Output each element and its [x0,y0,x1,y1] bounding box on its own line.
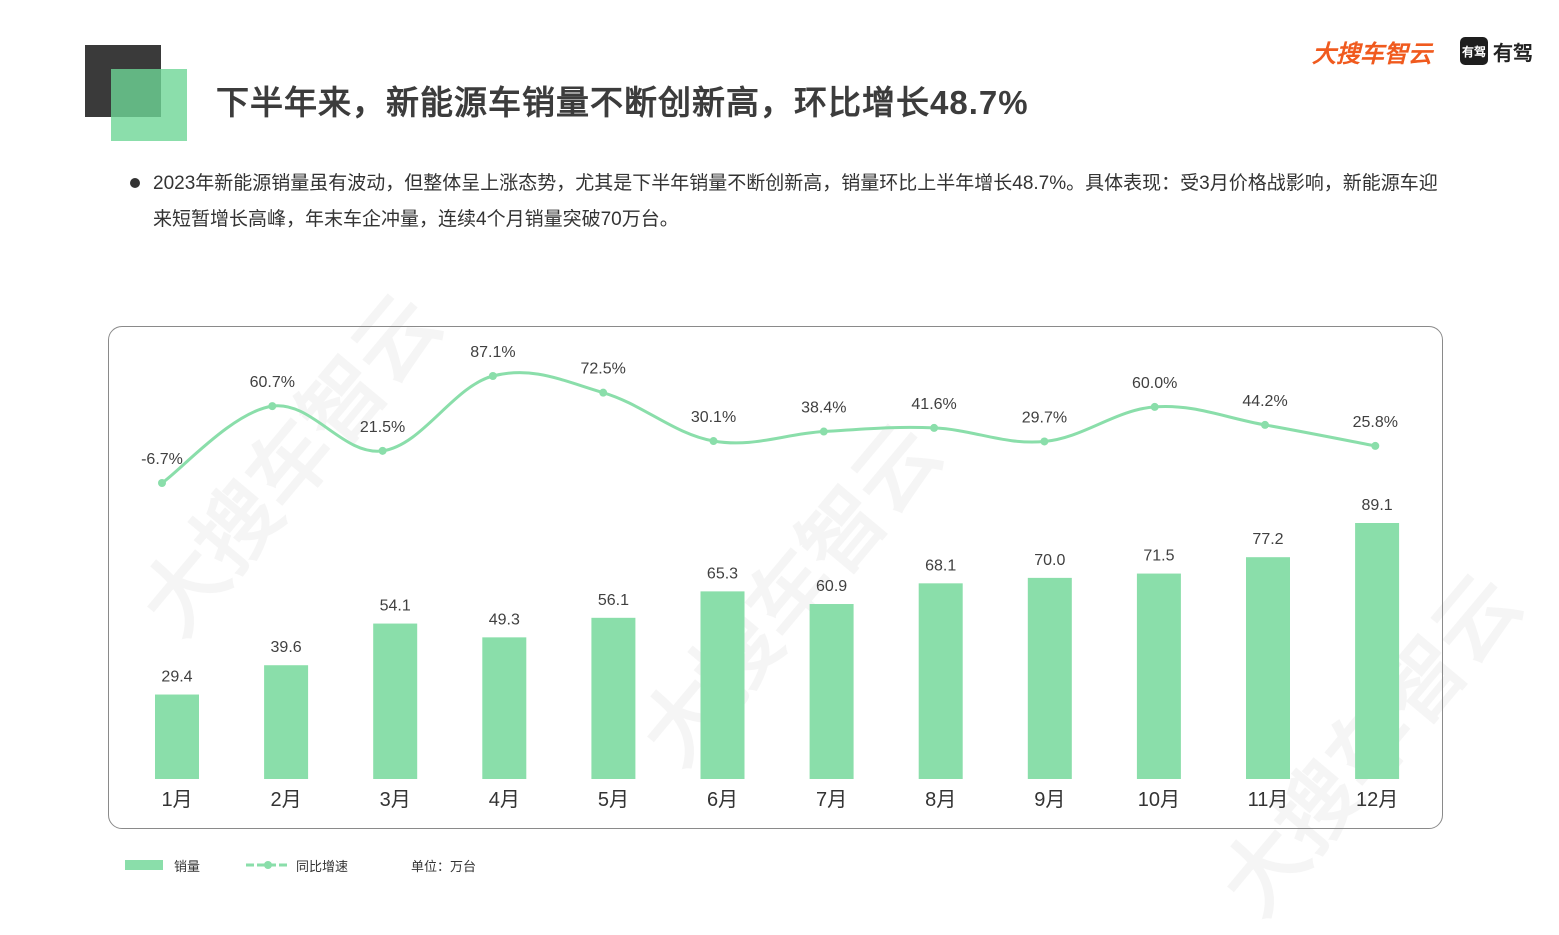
legend-bar-swatch [125,860,163,870]
x-axis-tick-label: 4月 [489,789,520,811]
growth-rate-label: 25.8% [1353,414,1398,431]
sales-bar [1027,577,1072,779]
growth-rate-label: 60.0% [1132,375,1177,392]
x-axis-tick-label: 12月 [1356,789,1398,811]
growth-rate-point [709,437,718,446]
growth-rate-point [268,402,277,411]
x-axis-tick-label: 2月 [271,789,302,811]
chart-frame [108,326,1443,829]
sales-bar [1355,523,1400,779]
sales-bar [373,623,418,779]
growth-rate-point [158,479,166,487]
sales-bar-label: 65.3 [707,565,738,582]
growth-rate-point [599,388,608,397]
sales-bar-label: 49.3 [489,611,520,628]
legend-item-growth: 同比增速 [246,856,348,874]
growth-rate-point [1040,437,1049,446]
page-title: 下半年来，新能源车销量不断创新高，环比增长48.7% [216,84,1029,121]
x-axis-tick-label: 5月 [598,789,629,811]
sales-bar-label: 39.6 [271,639,302,656]
growth-rate-point [1261,420,1269,429]
sales-bar-label: 71.5 [1143,548,1174,565]
x-axis-tick-label: 11月 [1248,789,1289,811]
sales-bar [700,591,745,779]
sales-bar [1136,573,1181,779]
sales-bar [809,604,854,779]
growth-rate-label: 29.7% [1022,409,1067,426]
x-axis-tick-label: 9月 [1034,789,1065,811]
sales-bar-label: 89.1 [1362,497,1393,514]
brand-logo-secondary-icon: 有驾 [1460,37,1488,65]
sales-bar-label: 56.1 [598,592,629,609]
x-axis-tick-label: 8月 [925,789,956,811]
growth-rate-point [819,427,828,436]
x-axis-tick-label: 7月 [816,789,847,811]
x-axis-tick-label: 3月 [380,789,411,811]
title-decoration-green-square [111,69,187,141]
sales-bar [155,694,199,779]
growth-rate-label: 60.7% [250,374,295,391]
legend-item-sales: 销量 [125,856,200,874]
unit-note: 单位：万台 [411,859,477,874]
growth-rate-point [1150,402,1159,411]
growth-rate-label: 41.6% [911,396,956,413]
growth-rate-label: 21.5% [360,419,405,436]
growth-rate-point [488,372,497,380]
sales-bar [264,665,309,779]
growth-rate-label: 38.4% [801,400,846,417]
legend-label-sales: 销量 [174,858,201,874]
sales-growth-chart: 29.4 1月 39.6 2月 54.1 3月 49.3 4月 56.1 5月 65.3 6月 60.9… [141,344,1400,811]
sales-bar [1246,557,1290,779]
sales-bar [591,617,636,779]
brand-logo-secondary-text: 有驾 [1493,42,1533,65]
growth-rate-point [378,446,387,455]
x-axis-tick-label: 1月 [161,789,192,811]
brand-logo-primary: 大搜车智云 [1312,41,1432,68]
sales-bar-label: 70.0 [1034,552,1065,569]
x-axis-tick-label: 6月 [707,789,738,811]
growth-rate-point [1371,441,1380,450]
growth-rate-label: 30.1% [691,409,736,426]
growth-rate-line [161,371,1376,485]
growth-rate-label: 87.1% [470,344,515,361]
growth-rate-label: -6.7% [141,451,183,468]
legend-label-growth: 同比增速 [296,858,349,874]
sales-bar-label: 54.1 [380,598,411,615]
sales-bar [918,583,963,779]
sales-bar-label: 60.9 [816,578,847,595]
x-axis-tick-label: 10月 [1138,789,1180,811]
bullet-icon [130,178,140,188]
growth-rate-point [930,423,939,432]
sales-bar-label: 68.1 [925,557,956,574]
growth-rate-label: 72.5% [581,361,626,378]
legend-line-swatch [246,861,290,869]
summary-paragraph: 2023年新能源销量虽有波动，但整体呈上涨态势，尤其是下半年销量不断创新高，销量… [153,173,1438,230]
growth-rate-label: 44.2% [1242,393,1287,410]
sales-bar-label: 77.2 [1252,531,1283,548]
brand-logo-secondary: 有驾 有驾 [1460,36,1533,66]
sales-bar-label: 29.4 [161,669,192,686]
sales-bar [482,637,527,779]
